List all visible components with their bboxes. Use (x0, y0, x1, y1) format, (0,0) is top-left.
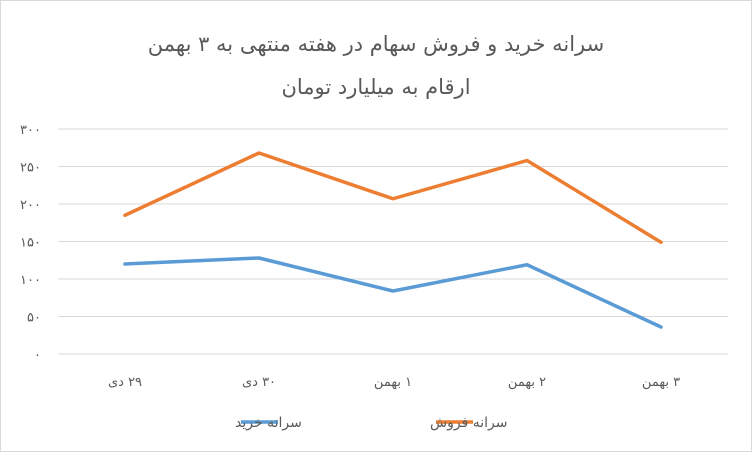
legend: سرانه فروش سرانه خرید (235, 415, 507, 431)
y-tick-label: ۱۵۰ (20, 236, 41, 251)
y-tick-label: ۱۰۰ (20, 273, 41, 288)
series-lines (123, 151, 663, 329)
x-tick-label: ۲۹ دی (108, 375, 142, 390)
y-tick-label: ۳۰۰ (20, 123, 41, 138)
legend-label: سرانه فروش (430, 415, 507, 431)
y-tick-label: ۲۵۰ (20, 161, 41, 176)
y-tick-label: ۵۰ (27, 311, 41, 326)
y-tick-label: ۰ (34, 348, 41, 363)
x-axis-ticks: ۲۹ دی ۳۰ دی ۱ بهمن ۲ بهمن ۳ بهمن (108, 375, 680, 390)
chart-subtitle: ارقام به میلیارد تومان (281, 75, 470, 99)
series-line (123, 256, 663, 329)
x-tick-label: ۳ بهمن (642, 375, 680, 390)
legend-label: سرانه خرید (235, 415, 302, 431)
x-tick-label: ۲ بهمن (508, 375, 546, 390)
y-axis-ticks: ۰ ۵۰ ۱۰۰ ۱۵۰ ۲۰۰ ۲۵۰ ۳۰۰ (20, 123, 41, 363)
y-tick-label: ۲۰۰ (20, 198, 41, 213)
x-tick-label: ۱ بهمن (374, 375, 412, 390)
series-line (123, 151, 663, 244)
gridlines (58, 128, 728, 355)
chart-title: سرانه خرید و فروش سهام در هفته منتهی به … (148, 32, 604, 56)
x-tick-label: ۳۰ دی (242, 375, 276, 390)
